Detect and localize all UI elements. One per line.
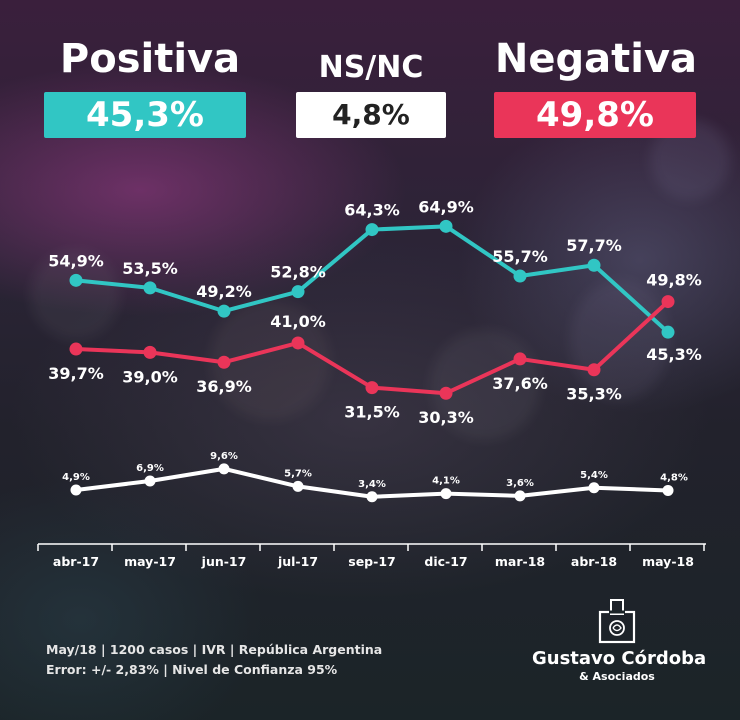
brand-subtitle: & Asociados: [579, 670, 655, 683]
point-positiva-7: [587, 258, 601, 272]
point-negativa-6: [513, 352, 527, 366]
data-label-nsnc-4: 3,4%: [358, 479, 386, 490]
point-nsnc-1: [144, 475, 156, 487]
data-label-nsnc-0: 4,9%: [62, 472, 90, 483]
data-label-positiva-3: 52,8%: [270, 263, 326, 282]
error-note: Error: +/- 2,83% | Nivel de Confianza 95…: [46, 662, 338, 677]
negative-label: Negativa: [494, 36, 698, 82]
x-tick-label-3: jul-17: [277, 554, 318, 569]
data-label-nsnc-8: 4,8%: [660, 472, 688, 483]
point-negativa-1: [143, 345, 157, 359]
x-axis: abr-17 may-17 jun-17 jul-17 sep-17 dic-17 mar-…: [37, 543, 706, 569]
data-label-negativa-7: 35,3%: [566, 385, 622, 404]
x-tick-label-2: jun-17: [201, 554, 247, 569]
data-label-positiva-2: 49,2%: [196, 282, 252, 301]
data-label-negativa-6: 37,6%: [492, 374, 548, 393]
x-tick-label-0: abr-17: [53, 554, 99, 569]
data-label-negativa-3: 41,0%: [270, 312, 326, 331]
data-label-negativa-8: 49,8%: [646, 271, 702, 290]
point-positiva-0: [69, 273, 83, 287]
point-nsnc-3: [292, 480, 304, 492]
point-positiva-5: [439, 219, 453, 233]
point-nsnc-2: [218, 463, 230, 475]
brand-name: Gustavo Córdoba: [532, 648, 707, 669]
point-positiva-2: [217, 304, 231, 318]
data-label-nsnc-2: 9,6%: [210, 451, 238, 462]
positive-label: Positiva: [59, 36, 241, 82]
data-label-negativa-2: 36,9%: [196, 377, 252, 396]
series-layer: 54,9% 53,5% 49,2% 52,8% 64,3% 64,9% 55,7% 57,7%…: [48, 197, 702, 503]
data-label-nsnc-3: 5,7%: [284, 468, 312, 479]
point-positiva-4: [365, 223, 379, 237]
nsnc-value-box: 4,8%: [296, 92, 446, 138]
sample-note: May/18 | 1200 casos | IVR | República Ar…: [46, 642, 383, 657]
data-label-positiva-5: 64,9%: [418, 197, 474, 216]
point-negativa-0: [69, 342, 83, 356]
point-negativa-2: [217, 355, 231, 369]
data-label-negativa-0: 39,7%: [48, 364, 104, 383]
point-nsnc-8: [662, 484, 674, 496]
data-label-negativa-4: 31,5%: [344, 403, 400, 422]
x-tick-label-5: dic-17: [424, 554, 467, 569]
line-chart: 54,9% 53,5% 49,2% 52,8% 64,3% 64,9% 55,7% 57,7%…: [37, 197, 706, 569]
data-label-nsnc-6: 3,6%: [506, 478, 534, 489]
point-nsnc-0: [70, 484, 82, 496]
point-negativa-8: [661, 295, 675, 309]
data-label-nsnc-1: 6,9%: [136, 463, 164, 474]
data-label-positiva-0: 54,9%: [48, 251, 104, 270]
point-nsnc-5: [440, 488, 452, 500]
x-tick-label-6: mar-18: [495, 554, 545, 569]
x-tick-label-7: abr-18: [571, 554, 617, 569]
data-label-positiva-8: 45,3%: [646, 345, 702, 364]
data-label-positiva-1: 53,5%: [122, 259, 178, 278]
negative-value-box: 49,8%: [494, 92, 696, 138]
point-nsnc-6: [514, 490, 526, 502]
point-negativa-7: [587, 363, 601, 377]
point-nsnc-7: [588, 482, 600, 494]
brand-logo: Gustavo Córdoba & Asociados: [532, 598, 707, 688]
point-positiva-1: [143, 281, 157, 295]
x-tick-label-8: may-18: [642, 554, 694, 569]
point-negativa-4: [365, 381, 379, 395]
data-label-positiva-4: 64,3%: [344, 201, 400, 220]
data-label-negativa-5: 30,3%: [418, 408, 474, 427]
data-label-nsnc-5: 4,1%: [432, 476, 460, 487]
data-label-nsnc-7: 5,4%: [580, 470, 608, 481]
point-nsnc-4: [366, 491, 378, 503]
point-negativa-3: [291, 336, 305, 350]
positive-value-box: 45,3%: [44, 92, 246, 138]
data-label-negativa-1: 39,0%: [122, 367, 178, 386]
point-negativa-5: [439, 386, 453, 400]
data-label-positiva-6: 55,7%: [492, 247, 548, 266]
point-positiva-8: [661, 325, 675, 339]
nsnc-label: NS/NC: [318, 50, 424, 85]
point-positiva-6: [513, 269, 527, 283]
x-tick-label-1: may-17: [124, 554, 176, 569]
ballot-box-icon: [598, 599, 636, 644]
data-label-positiva-7: 57,7%: [566, 236, 622, 255]
x-tick-label-4: sep-17: [348, 554, 395, 569]
point-positiva-3: [291, 285, 305, 299]
